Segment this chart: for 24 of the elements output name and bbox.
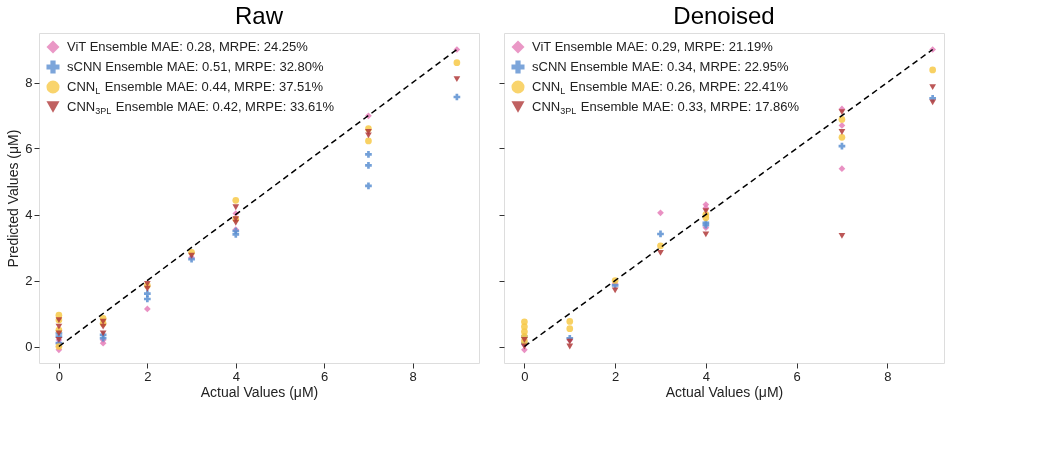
x-tick-label: 8	[884, 368, 892, 384]
chart-title: Denoised	[673, 2, 775, 29]
x-tick-label: 4	[702, 368, 710, 384]
x-axis-title: Actual Values (μM)	[200, 383, 319, 400]
y-tick-label: 8	[25, 75, 33, 90]
x-tick-label: 0	[521, 368, 529, 384]
y-tick-label: 6	[25, 141, 33, 156]
chart-title: Raw	[234, 2, 284, 29]
x-tick-label: 4	[232, 368, 240, 384]
y-tick-label: 2	[25, 273, 33, 288]
y-tick-label: 4	[25, 207, 33, 222]
x-tick-label: 2	[612, 368, 620, 384]
x-tick-label: 2	[144, 368, 152, 384]
x-tick-label: 0	[55, 368, 64, 384]
y-axis-title: Predicted Values (μM)	[5, 129, 22, 268]
x-tick-label: 6	[321, 368, 329, 384]
legend-label: ViT Ensemble MAE: 0.28, MRPE: 24.25%	[67, 39, 309, 54]
y-tick-label: 0	[25, 339, 33, 354]
legend-label: sCNN Ensemble MAE: 0.34, MRPE: 22.95%	[532, 59, 789, 74]
legend-label: sCNN Ensemble MAE: 0.51, MRPE: 32.80%	[67, 59, 324, 74]
x-axis-title: Actual Values (μM)	[665, 383, 784, 400]
legend-label: ViT Ensemble MAE: 0.29, MRPE: 21.19%	[532, 39, 774, 54]
x-tick-label: 8	[409, 368, 417, 384]
x-tick-label: 6	[793, 368, 801, 384]
